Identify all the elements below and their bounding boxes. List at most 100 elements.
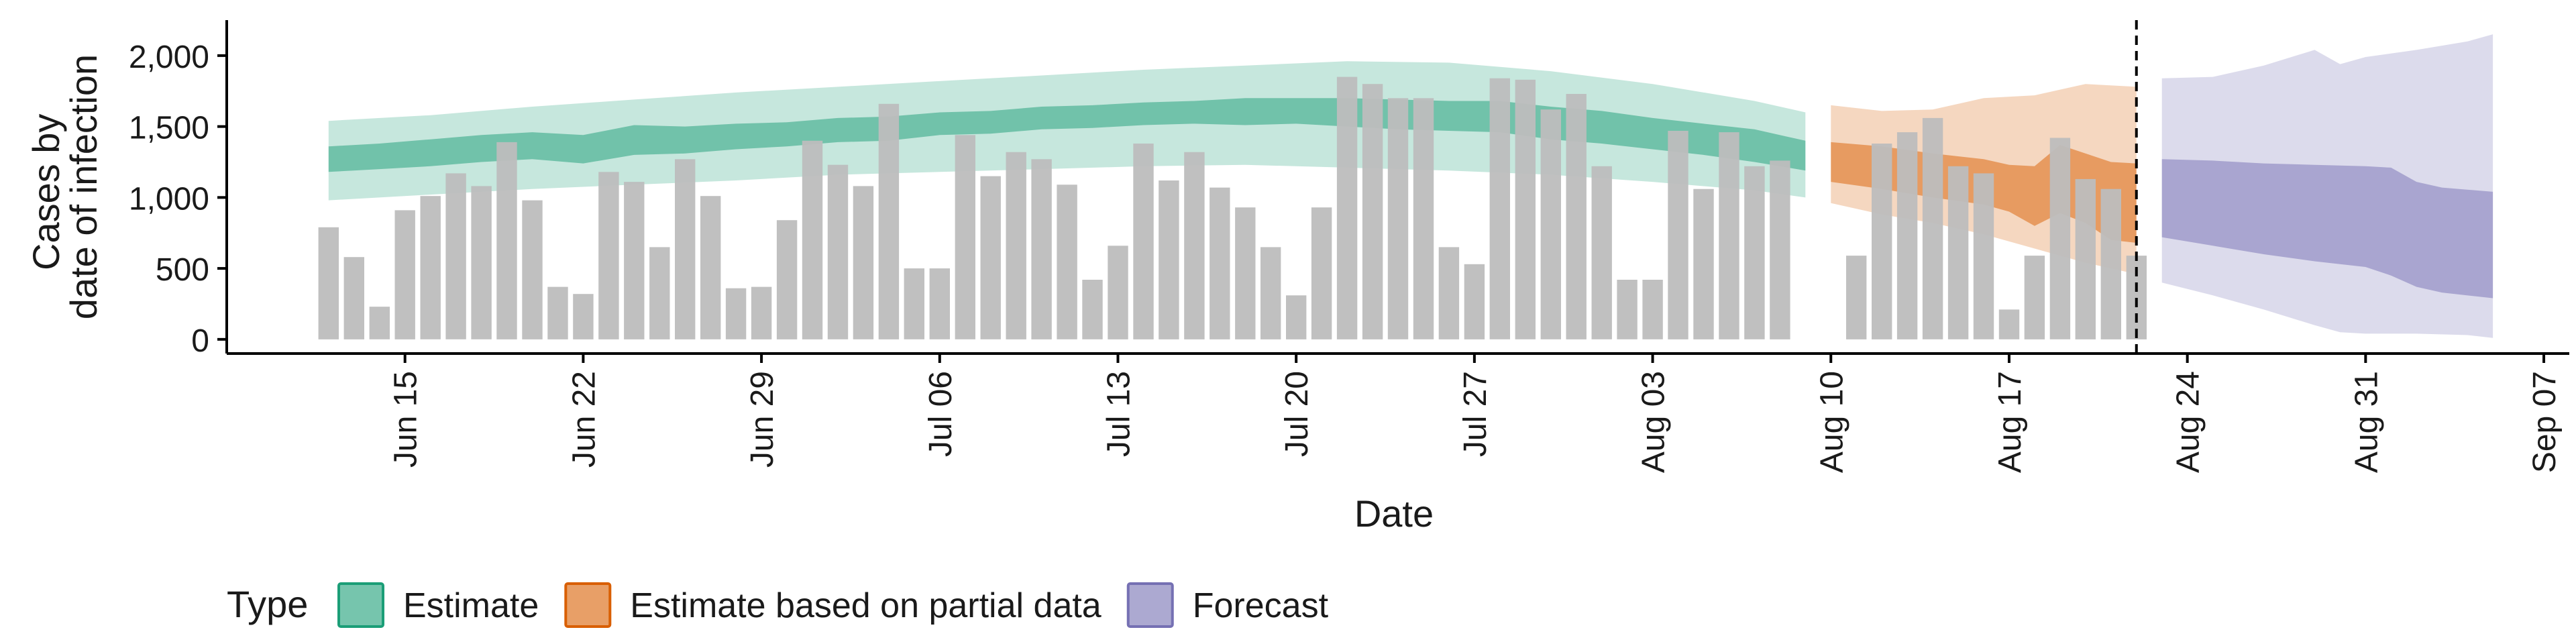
bar-2020-07-20 (1286, 295, 1307, 339)
bar-2020-08-15 (1947, 166, 1969, 339)
bar-2020-07-04 (878, 103, 900, 339)
bar-2020-08-03 (1642, 280, 1663, 339)
legend-entries: Estimate Estimate based on partial data Fo… (337, 582, 1329, 628)
bar-2020-07-30 (1540, 109, 1561, 339)
legend: Type Estimate Estimate based on partial d… (227, 582, 1329, 628)
bar-2020-08-05 (1693, 189, 1714, 339)
bar-2020-07-10 (1031, 159, 1052, 339)
bar-2020-08-20 (2075, 178, 2096, 339)
bar-2020-07-02 (827, 164, 849, 339)
bar-2020-07-22 (1336, 76, 1358, 339)
bar-2020-07-31 (1566, 94, 1587, 339)
bar-2020-07-15 (1159, 180, 1179, 339)
legend-swatch-forecast (1126, 582, 1174, 628)
bar-2020-08-13 (1896, 132, 1918, 339)
bar-2020-08-07 (1744, 166, 1765, 339)
x-tick-label: Jul 27 (1458, 371, 1493, 457)
bar-2020-08-14 (1922, 117, 1943, 339)
legend-label: Forecast (1193, 586, 1329, 625)
bar-2020-07-14 (1133, 144, 1154, 339)
bar-2020-07-06 (929, 268, 950, 339)
bar-2020-08-21 (2100, 189, 2121, 339)
bar-2020-08-11 (1846, 256, 1867, 339)
x-tick-label: Aug 03 (1636, 371, 1672, 473)
bar-2020-06-18 (471, 186, 492, 339)
y-tick-label: 0 (191, 323, 209, 359)
bar-2020-07-28 (1489, 78, 1510, 339)
x-tick-label: Jul 20 (1279, 371, 1315, 457)
bar-2020-07-09 (1006, 152, 1026, 339)
bar-2020-06-23 (598, 172, 619, 339)
bar-2020-08-19 (2049, 138, 2071, 339)
legend-swatch-estimate (337, 582, 384, 628)
y-ticks: 0 500 1,000 1,500 2,000 (129, 40, 227, 359)
bar-2020-07-16 (1184, 152, 1205, 339)
bar-2020-07-03 (853, 186, 874, 339)
bar-2020-07-05 (904, 268, 924, 339)
bar-2020-08-16 (1973, 173, 1994, 339)
y-axis-label-line-2: date of infection (62, 54, 105, 319)
bar-2020-07-29 (1515, 79, 1536, 339)
bar-2020-07-01 (802, 140, 823, 339)
ribbon-forecast-inner (2161, 159, 2493, 299)
bar-2020-06-28 (725, 288, 747, 339)
bar-2020-06-25 (649, 247, 670, 339)
ribbon-estimate-inner (328, 98, 1806, 172)
x-tick-label: Sep 07 (2527, 371, 2563, 473)
bar-2020-07-23 (1362, 84, 1383, 339)
bar-2020-06-17 (445, 173, 466, 339)
ribbon-estimate-outer (328, 61, 1806, 201)
bar-2020-07-11 (1057, 184, 1077, 339)
y-axis-label: Cases by date of infection (25, 54, 105, 319)
legend-title: Type (227, 583, 308, 625)
bar-2020-08-08 (1770, 160, 1790, 339)
bar-2020-08-06 (1719, 132, 1739, 339)
bar-2020-07-17 (1210, 187, 1230, 339)
bar-2020-06-22 (573, 294, 594, 339)
bar-2020-06-21 (547, 286, 568, 339)
bar-2020-08-01 (1591, 166, 1612, 339)
bars-layer (318, 76, 2147, 339)
legend-swatch-estimate-based-on-partial-data (564, 582, 612, 628)
x-tick-label: Jun 22 (566, 371, 602, 468)
bar-2020-06-16 (420, 196, 441, 339)
bar-2020-07-24 (1387, 98, 1409, 339)
y-tick-label: 500 (156, 252, 209, 288)
bar-2020-06-24 (624, 182, 645, 339)
legend-label: Estimate (403, 586, 539, 625)
x-tick-label: Aug 31 (2349, 371, 2384, 473)
bar-2020-06-13 (343, 257, 364, 339)
y-tick-label: 2,000 (129, 40, 209, 75)
bar-2020-06-15 (394, 210, 415, 339)
x-axis-label: Date (1354, 492, 1434, 535)
bar-2020-06-26 (675, 159, 696, 339)
bar-2020-07-26 (1438, 247, 1460, 339)
bar-2020-07-27 (1464, 264, 1485, 339)
bar-2020-07-12 (1082, 280, 1103, 339)
bar-2020-07-19 (1260, 247, 1281, 339)
bar-2020-06-29 (751, 286, 772, 339)
bar-2020-07-07 (955, 135, 975, 339)
x-tick-label: Aug 17 (1992, 371, 2028, 473)
bar-2020-08-12 (1872, 144, 1892, 339)
x-tick-label: Aug 24 (2171, 371, 2206, 473)
bar-2020-07-25 (1413, 98, 1434, 339)
y-tick-label: 1,500 (129, 111, 209, 146)
bar-2020-06-27 (700, 196, 721, 339)
y-axis-label-line-1: Cases by (25, 114, 67, 270)
bar-2020-07-13 (1108, 246, 1128, 339)
x-tick-label: Jul 13 (1102, 371, 1137, 457)
legend-label: Estimate based on partial data (630, 586, 1102, 625)
bar-2020-08-18 (2024, 256, 2045, 339)
bar-2020-07-18 (1235, 207, 1256, 339)
bar-2020-06-12 (318, 227, 339, 339)
y-tick-label: 1,000 (129, 181, 209, 217)
bar-2020-08-04 (1668, 131, 1688, 339)
x-tick-label: Jun 29 (745, 371, 780, 468)
bar-2020-08-17 (1998, 309, 2020, 339)
x-ticks: Jun 15 Jun 22 Jun 29 Jul 06 Jul 13 Jul 20 Jul … (388, 354, 2563, 473)
bar-2020-08-02 (1617, 280, 1638, 339)
bar-2020-06-20 (522, 200, 543, 339)
x-tick-label: Aug 10 (1814, 371, 1849, 473)
